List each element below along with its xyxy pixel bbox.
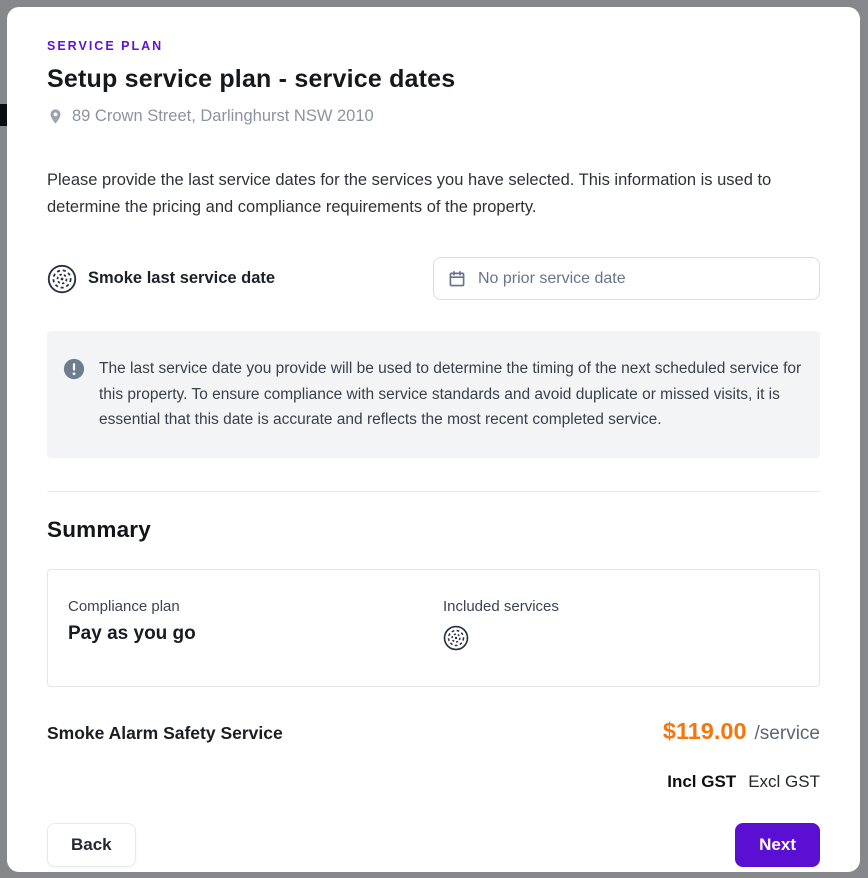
compliance-plan-value: Pay as you go bbox=[68, 622, 196, 644]
summary-card: Compliance plan Pay as you go Included s… bbox=[47, 568, 820, 687]
info-icon bbox=[63, 358, 85, 385]
smoke-last-service-date-label: Smoke last service date bbox=[88, 269, 276, 287]
back-button[interactable]: Back bbox=[47, 822, 136, 867]
compliance-plan-label: Compliance plan bbox=[68, 597, 180, 615]
compliance-plan-column: Compliance plan Pay as you go bbox=[68, 598, 443, 656]
calendar-icon bbox=[448, 270, 466, 288]
included-services-label: Included services bbox=[443, 597, 559, 615]
gst-excl-option[interactable]: Excl GST bbox=[748, 771, 820, 791]
eyebrow-label: SERVICE PLAN bbox=[47, 39, 164, 53]
next-button[interactable]: Next bbox=[735, 822, 820, 867]
intro-text: Please provide the last service dates fo… bbox=[47, 171, 772, 216]
footer-actions: Back Next bbox=[47, 822, 820, 867]
gst-incl-option[interactable]: Incl GST bbox=[667, 771, 737, 791]
gst-toggle: Incl GST Excl GST bbox=[47, 772, 820, 792]
smoke-alarm-icon bbox=[443, 625, 469, 651]
price-unit: /service bbox=[754, 722, 820, 744]
info-note-text: The last service date you provide will b… bbox=[99, 360, 802, 428]
setup-service-plan-modal: SERVICE PLAN Setup service plan - servic… bbox=[7, 7, 860, 872]
property-address: 89 Crown Street, Darlinghurst NSW 2010 bbox=[72, 107, 374, 125]
date-input-placeholder: No prior service date bbox=[478, 269, 626, 287]
service-label-group: Smoke last service date bbox=[47, 264, 275, 294]
service-name: Smoke Alarm Safety Service bbox=[47, 722, 283, 743]
property-address-row: 89 Crown Street, Darlinghurst NSW 2010 bbox=[47, 107, 820, 126]
info-note-box: The last service date you provide will b… bbox=[47, 331, 820, 458]
smoke-service-date-row: Smoke last service date No prior service… bbox=[47, 257, 820, 300]
price-value: $119.00 bbox=[662, 717, 747, 744]
smoke-alarm-icon bbox=[47, 264, 77, 294]
price-row: Smoke Alarm Safety Service $119.00 /serv… bbox=[47, 718, 820, 745]
page-title: Setup service plan - service dates bbox=[47, 65, 456, 93]
included-services-column: Included services bbox=[443, 598, 559, 656]
backdrop-artifact bbox=[0, 104, 7, 126]
section-divider bbox=[47, 490, 820, 492]
last-service-date-input[interactable]: No prior service date bbox=[433, 257, 820, 300]
location-pin-icon bbox=[47, 108, 64, 125]
summary-heading: Summary bbox=[47, 516, 151, 542]
price-group: $119.00 /service bbox=[663, 718, 820, 745]
